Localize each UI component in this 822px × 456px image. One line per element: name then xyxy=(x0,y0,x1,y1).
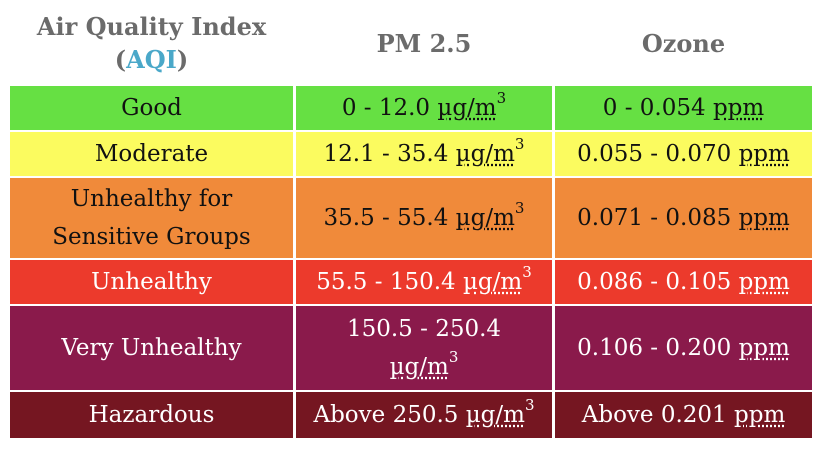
ozone-range: 0.055 - 0.070 xyxy=(577,141,739,167)
header-paren-open: ( xyxy=(114,45,127,74)
pm25-range: 35.5 - 55.4 xyxy=(323,205,456,231)
pm25-unit: µg/m xyxy=(437,95,497,121)
header-aqi: Air Quality Index (AQI) xyxy=(10,2,293,84)
pm25-exponent: 3 xyxy=(514,199,525,218)
ozone-unit: ppm xyxy=(738,335,790,361)
category-cell: Hazardous xyxy=(10,392,293,438)
ozone-unit: ppm xyxy=(738,141,790,167)
pm25-range: Above 250.5 xyxy=(313,402,466,428)
pm25-range: 150.5 - 250.4 xyxy=(346,316,502,342)
ozone-cell: 0.071 - 0.085 ppm xyxy=(555,178,812,258)
ozone-cell: 0.106 - 0.200 ppm xyxy=(555,306,812,390)
category-cell: Good xyxy=(10,86,293,130)
row-very-unhealthy: Very Unhealthy 150.5 - 250.4 µg/m3 0.106 … xyxy=(10,306,812,390)
category-cell: Moderate xyxy=(10,132,293,176)
pm25-range: 55.5 - 150.4 xyxy=(316,269,463,295)
ozone-unit: ppm xyxy=(738,269,790,295)
pm25-unit: µg/m xyxy=(455,141,515,167)
ozone-cell: Above 0.201 ppm xyxy=(555,392,812,438)
header-paren-close: ) xyxy=(176,45,189,74)
pm25-cell: 35.5 - 55.4 µg/m3 xyxy=(296,178,552,258)
row-unhealthy: Unhealthy 55.5 - 150.4 µg/m3 0.086 - 0.1… xyxy=(10,260,812,304)
ozone-range: 0.071 - 0.085 xyxy=(577,205,739,231)
pm25-unit: µg/m xyxy=(389,354,449,380)
pm25-cell: 150.5 - 250.4 µg/m3 xyxy=(296,306,552,390)
pm25-cell: Above 250.5 µg/m3 xyxy=(296,392,552,438)
pm25-cell: 12.1 - 35.4 µg/m3 xyxy=(296,132,552,176)
header-aqi-title: Air Quality Index xyxy=(36,12,267,41)
pm25-range: 0 - 12.0 xyxy=(341,95,438,121)
header-pm25: PM 2.5 xyxy=(376,28,472,58)
ozone-cell: 0 - 0.054 ppm xyxy=(555,86,812,130)
pm25-range: 12.1 - 35.4 xyxy=(323,141,456,167)
ozone-cell: 0.055 - 0.070 ppm xyxy=(555,132,812,176)
ozone-unit: ppm xyxy=(712,95,765,121)
ozone-cell: 0.086 - 0.105 ppm xyxy=(555,260,812,304)
row-unhealthy-sensitive: Unhealthy for Sensitive Groups 35.5 - 55.… xyxy=(10,178,812,258)
pm25-exponent: 3 xyxy=(522,263,532,282)
header-row: Air Quality Index (AQI) PM 2.5 Ozone xyxy=(10,2,812,84)
header-aqi-acronym: AQI xyxy=(126,45,177,74)
pm25-exponent: 3 xyxy=(448,348,459,367)
pm25-exponent: 3 xyxy=(514,135,525,154)
pm25-cell: 0 - 12.0 µg/m3 xyxy=(296,86,552,130)
pm25-cell: 55.5 - 150.4 µg/m3 xyxy=(296,260,552,304)
header-ozone: Ozone xyxy=(641,28,726,58)
ozone-range: 0.106 - 0.200 xyxy=(577,335,739,361)
pm25-unit: µg/m xyxy=(455,205,515,231)
category-line2: Sensitive Groups xyxy=(52,224,251,250)
pm25-unit: µg/m xyxy=(462,269,523,295)
category-line1: Unhealthy for xyxy=(70,186,233,212)
ozone-unit: ppm xyxy=(734,402,786,428)
aqi-table: Air Quality Index (AQI) PM 2.5 Ozone Goo… xyxy=(7,0,815,440)
ozone-range: 0.086 - 0.105 xyxy=(577,269,739,295)
row-moderate: Moderate 12.1 - 35.4 µg/m3 0.055 - 0.070… xyxy=(10,132,812,176)
pm25-exponent: 3 xyxy=(496,89,507,108)
pm25-unit: µg/m xyxy=(465,402,525,428)
ozone-range: 0 - 0.054 xyxy=(602,95,713,121)
category-cell: Unhealthy xyxy=(10,260,293,304)
row-good: Good 0 - 12.0 µg/m3 0 - 0.054 ppm xyxy=(10,86,812,130)
pm25-exponent: 3 xyxy=(524,396,535,415)
ozone-unit: ppm xyxy=(738,205,790,231)
ozone-range: Above 0.201 xyxy=(581,402,734,428)
category-cell: Unhealthy for Sensitive Groups xyxy=(10,178,293,258)
category-cell: Very Unhealthy xyxy=(10,306,293,390)
row-hazardous: Hazardous Above 250.5 µg/m3 Above 0.201 … xyxy=(10,392,812,438)
